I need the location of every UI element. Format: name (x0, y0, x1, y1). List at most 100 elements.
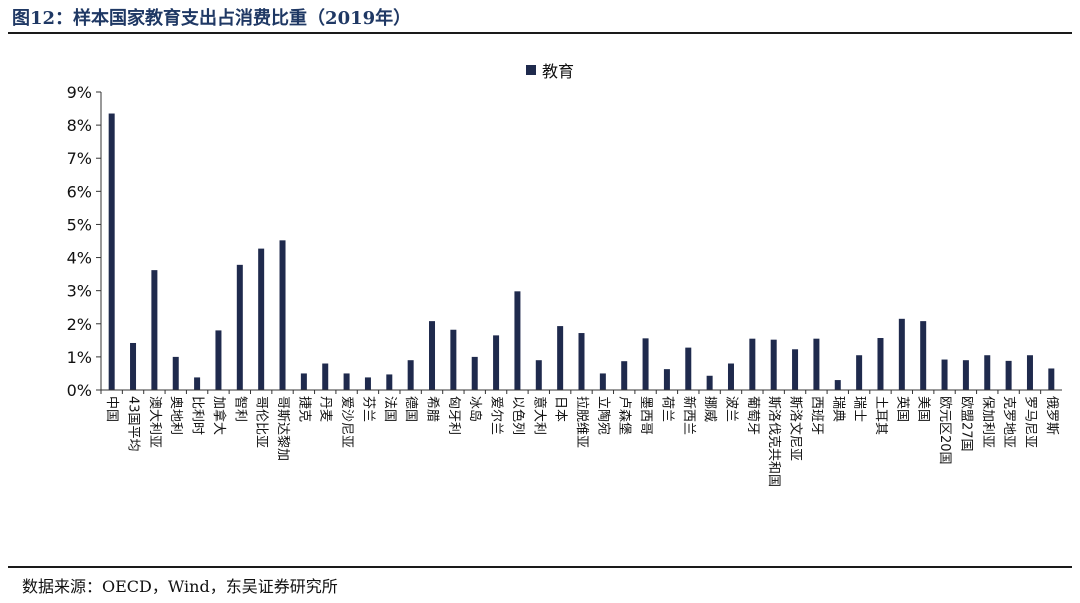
bar (1048, 368, 1055, 390)
x-tick-label: 中国 (104, 396, 119, 422)
y-tick-label: 2% (67, 315, 92, 334)
bar (322, 363, 329, 390)
x-tick-label: 爱尔兰 (489, 396, 504, 435)
x-tick-label: 43国平均 (126, 396, 141, 452)
bar (279, 240, 286, 390)
bar (984, 355, 991, 390)
x-tick-label: 爱沙尼亚 (339, 396, 354, 448)
bar (642, 338, 649, 390)
x-tick-label: 克罗地亚 (1001, 396, 1016, 448)
bar (1005, 360, 1012, 390)
x-tick-label: 立陶宛 (595, 396, 611, 435)
bar (300, 373, 307, 390)
x-tick-label: 芬兰 (360, 396, 375, 422)
bar (770, 339, 777, 390)
bar (130, 342, 137, 390)
x-tick-label: 俄罗斯 (1044, 396, 1059, 435)
x-tick-label: 希腊 (425, 396, 440, 422)
bar (749, 338, 756, 390)
bar (557, 326, 564, 390)
y-tick-label: 0% (67, 381, 92, 400)
top-rule (8, 32, 1072, 34)
x-tick-label: 荷兰 (659, 396, 674, 422)
bar (514, 291, 521, 390)
bottom-rule (8, 566, 1072, 568)
bar (386, 374, 393, 390)
bar (236, 264, 243, 390)
y-tick-label: 4% (67, 249, 92, 268)
x-tick-label: 拉脱维亚 (574, 396, 589, 448)
bar (258, 248, 265, 390)
x-tick-label: 日本 (553, 396, 568, 422)
y-tick-label: 8% (67, 116, 92, 135)
x-tick-label: 墨西哥 (638, 396, 653, 435)
x-tick-label: 美国 (916, 396, 931, 422)
bar (877, 338, 884, 390)
x-tick-label: 卢森堡 (617, 396, 633, 435)
y-tick-label: 1% (67, 348, 92, 367)
x-tick-label: 新西兰 (681, 396, 697, 435)
x-tick-label: 奥地利 (168, 396, 183, 435)
bar (621, 361, 628, 390)
x-tick-label: 葡萄牙 (745, 396, 760, 435)
x-tick-label: 斯洛伐克共和国 (766, 396, 781, 487)
bar (941, 359, 948, 390)
x-tick-label: 捷克 (296, 396, 311, 422)
bar (151, 270, 158, 390)
y-axis: 0% 1% 2% 3% 4% 5% 6% 7% 8% 9% (67, 83, 102, 400)
x-tick-label: 保加利亚 (980, 396, 995, 448)
x-tick-label: 斯洛文尼亚 (788, 396, 803, 461)
bar (685, 347, 692, 390)
x-tick-label: 波兰 (723, 396, 738, 422)
bar (727, 363, 734, 390)
x-tick-label: 英国 (894, 396, 909, 422)
source-note: 数据来源：OECD，Wind，东吴证券研究所 (22, 577, 338, 596)
bar (429, 321, 436, 390)
bar (663, 369, 670, 390)
bar (834, 380, 841, 390)
x-tick-label: 智利 (232, 396, 247, 422)
legend: 教育 (526, 62, 574, 81)
bar (578, 333, 585, 390)
bar (108, 113, 115, 391)
bar (898, 318, 905, 390)
bar (813, 338, 820, 390)
x-tick-label: 以色列 (510, 396, 526, 435)
x-tick-label: 丹麦 (318, 396, 333, 422)
bar (920, 321, 927, 390)
bars (108, 113, 1055, 391)
bar (856, 355, 863, 390)
bar (407, 360, 414, 390)
y-tick-label: 7% (67, 149, 92, 168)
y-tick-label: 5% (67, 215, 92, 234)
x-tick-label: 哥斯达黎加 (275, 396, 290, 461)
bar (706, 375, 713, 390)
x-tick-label: 法国 (382, 396, 397, 422)
x-tick-label: 比利时 (190, 396, 205, 435)
bar (792, 349, 799, 390)
x-tick-label: 瑞典 (830, 396, 845, 422)
x-tick-label: 匈牙利 (446, 396, 461, 435)
y-tick-label: 3% (67, 282, 92, 301)
x-tick-label: 哥伦比亚 (254, 396, 269, 448)
x-tick-label: 意大利 (531, 396, 547, 435)
x-tick-label: 土耳其 (873, 396, 888, 435)
bar (493, 335, 500, 390)
bar (450, 329, 457, 390)
bar (962, 360, 969, 390)
x-tick-label: 挪威 (702, 396, 717, 422)
x-tick-label: 冰岛 (467, 396, 483, 422)
x-tick-label: 加拿大 (211, 396, 227, 435)
legend-label: 教育 (542, 62, 574, 81)
bar (194, 377, 201, 390)
x-tick-label: 西班牙 (809, 396, 824, 435)
x-tick-label: 瑞士 (852, 396, 867, 422)
x-tick-label: 欧盟27国 (958, 396, 973, 452)
y-tick-label: 9% (67, 83, 92, 102)
bar-chart: 教育 0% 1% 2% 3% 4% 5% 6% 7% 8% 9% 中国 43国平均 澳大利亚 奥地利 比利… (67, 62, 1062, 487)
bar (535, 360, 542, 390)
legend-swatch (526, 65, 536, 75)
bar (1026, 355, 1033, 390)
x-tick-label: 澳大利亚 (147, 396, 163, 448)
figure-title: 图12：样本国家教育支出占消费比重（2019年） (12, 8, 412, 29)
